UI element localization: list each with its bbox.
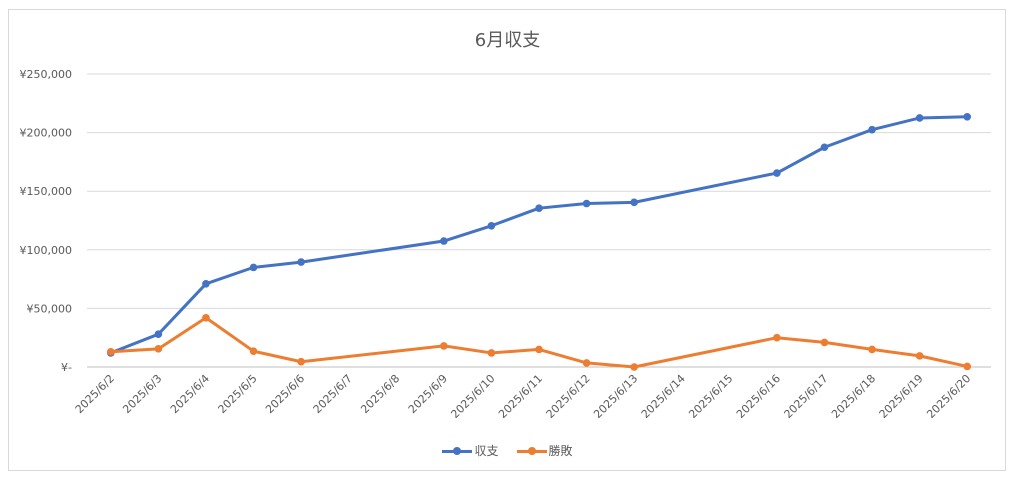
data-point: [249, 347, 258, 355]
data-point: [915, 114, 924, 122]
y-tick-label: ¥-: [61, 361, 72, 374]
legend: 収支 勝敗: [0, 442, 1015, 459]
data-point: [202, 313, 210, 322]
series-line: [109, 316, 969, 369]
legend-label: 勝敗: [548, 444, 573, 458]
y-tick-label: ¥150,000: [20, 185, 73, 198]
y-tick-label: ¥200,000: [20, 127, 73, 140]
legend-item: 収支: [442, 442, 499, 459]
data-point: [773, 333, 781, 342]
x-tick-label: 2025/6/16: [734, 372, 783, 421]
y-tick-label: ¥50,000: [27, 302, 73, 315]
data-point: [440, 237, 448, 245]
x-axis-tick-labels: 2025/6/2 2025/6/3 2025/6/4 2025/6/5 2025/6/6…: [73, 372, 974, 421]
series-line: [109, 115, 969, 355]
data-point: [487, 221, 496, 230]
x-tick-label: 2025/6/9: [406, 372, 450, 416]
data-point: [963, 362, 972, 371]
data-point: [535, 204, 543, 212]
x-tick-label: 2025/6/15: [686, 372, 735, 421]
x-tick-label: 2025/6/11: [496, 372, 545, 421]
x-tick-label: 2025/6/10: [448, 372, 497, 421]
gridlines: [87, 73, 991, 368]
x-tick-label: 2025/6/12: [544, 372, 593, 421]
x-tick-label: 2025/6/13: [591, 372, 640, 421]
chart-title: 6月収支: [474, 30, 541, 51]
data-point: [820, 338, 829, 347]
data-point: [487, 349, 496, 357]
data-point: [297, 357, 305, 366]
x-tick-label: 2025/6/14: [639, 372, 688, 421]
series-win-loss: [106, 313, 972, 371]
series-balance: [106, 112, 972, 357]
x-tick-label: 2025/6/20: [924, 372, 973, 421]
x-tick-label: 2025/6/18: [829, 372, 878, 421]
data-point: [915, 352, 924, 360]
data-point: [582, 359, 591, 367]
data-point: [868, 345, 876, 354]
data-point: [963, 112, 972, 121]
data-point: [202, 279, 210, 288]
chart-area: [8, 9, 1006, 471]
data-point: [630, 198, 638, 207]
data-point: [630, 363, 638, 371]
data-point: [535, 345, 543, 354]
x-tick-label: 2025/6/2: [73, 372, 117, 416]
legend-swatch: [516, 445, 547, 457]
legend-item: 勝敗: [516, 442, 573, 459]
x-tick-label: 2025/6/19: [877, 372, 926, 421]
y-axis-tick-labels: ¥- ¥50,000 ¥100,000 ¥150,000 ¥200,000 ¥250,00…: [20, 68, 73, 374]
x-tick-label: 2025/6/5: [216, 372, 260, 416]
x-tick-label: 2025/6/8: [358, 372, 402, 416]
y-tick-label: ¥250,000: [20, 68, 73, 81]
data-point: [249, 263, 258, 272]
data-point: [582, 199, 591, 208]
data-point: [773, 169, 781, 177]
x-tick-label: 2025/6/17: [782, 372, 831, 421]
y-tick-label: ¥100,000: [20, 244, 73, 257]
x-tick-label: 2025/6/3: [120, 372, 164, 416]
x-tick-label: 2025/6/7: [311, 372, 355, 416]
data-point: [154, 345, 163, 353]
x-tick-label: 2025/6/6: [263, 372, 307, 416]
legend-label: 収支: [474, 444, 499, 458]
data-point: [154, 330, 163, 338]
data-point: [106, 347, 115, 356]
legend-swatch: [442, 445, 473, 457]
data-point: [868, 125, 876, 134]
x-tick-label: 2025/6/4: [168, 372, 212, 416]
data-point: [440, 342, 448, 350]
series-lines: [106, 112, 972, 371]
data-point: [297, 258, 305, 266]
data-point: [820, 143, 829, 152]
